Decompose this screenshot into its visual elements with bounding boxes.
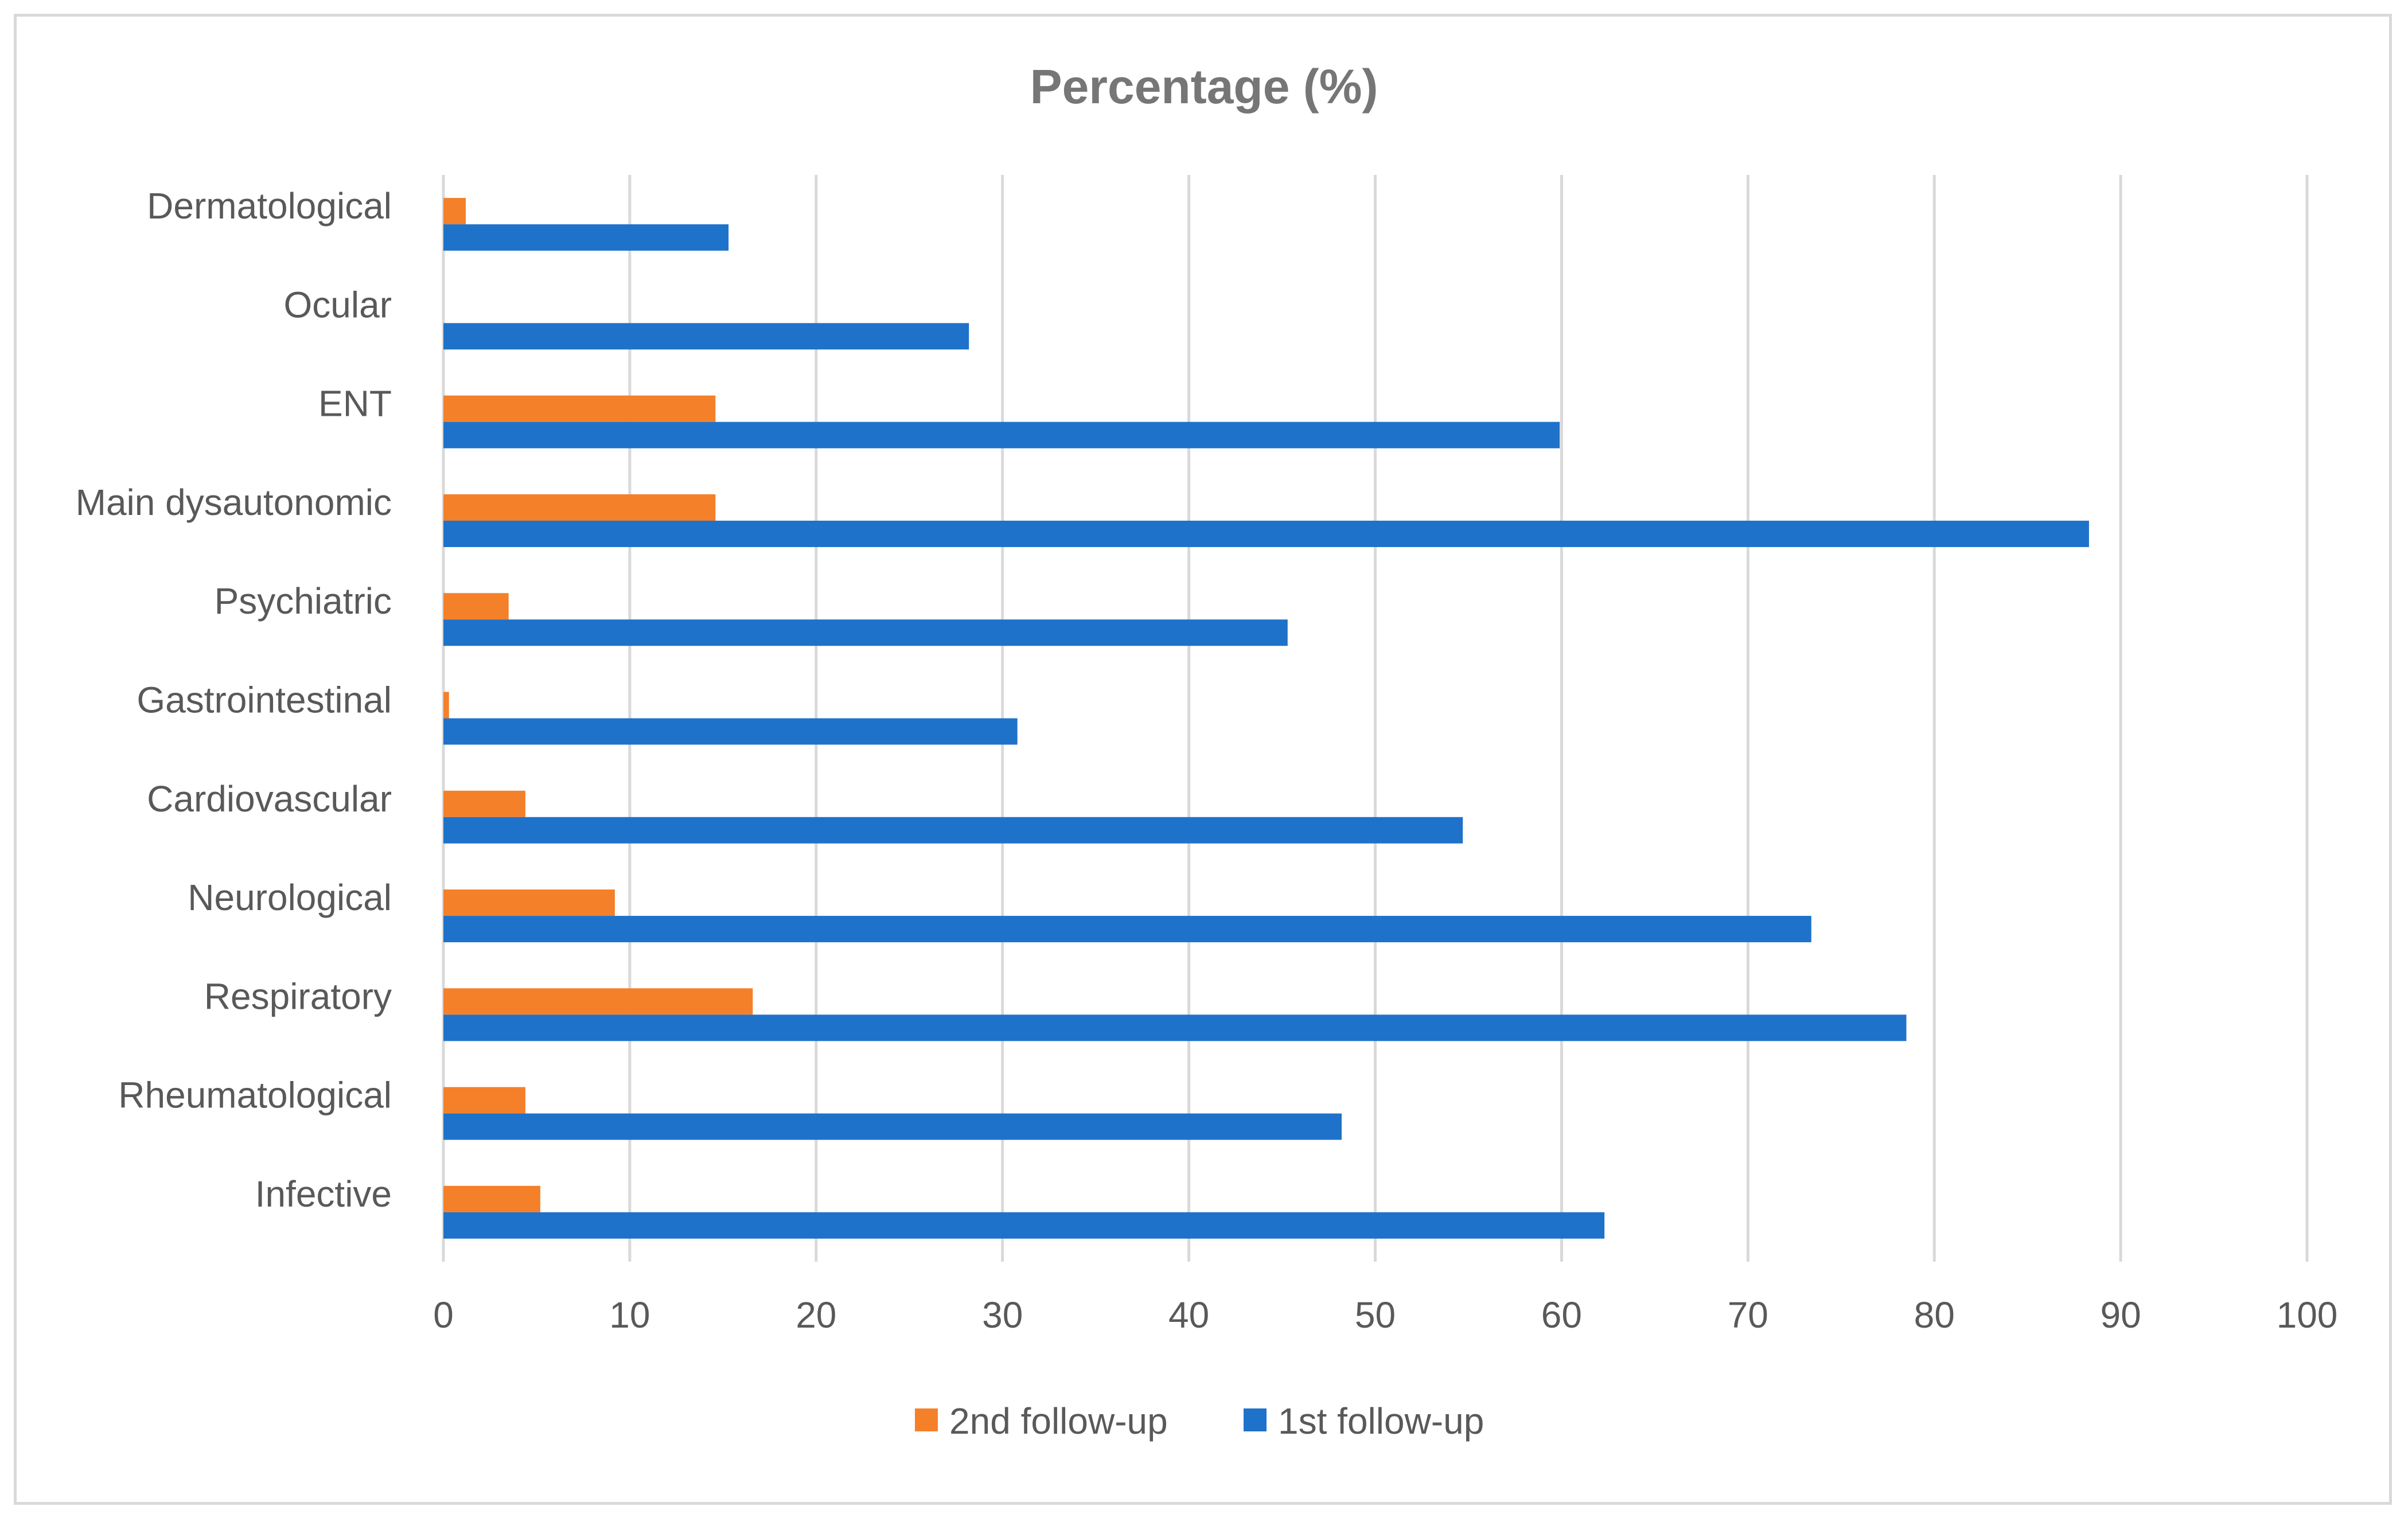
bar-2nd-follow-up bbox=[443, 988, 753, 1015]
bar-2nd-follow-up bbox=[443, 1185, 540, 1212]
x-tick-label: 20 bbox=[796, 1294, 836, 1336]
category-label: Main dysautonomic bbox=[76, 482, 392, 523]
chart-title: Percentage (%) bbox=[1030, 60, 1378, 114]
x-tick-label: 90 bbox=[2101, 1294, 2141, 1336]
x-tick-label: 0 bbox=[433, 1294, 454, 1336]
bar-1st-follow-up bbox=[443, 323, 969, 350]
bar-1st-follow-up bbox=[443, 1014, 1907, 1041]
legend: 2nd follow-up 1st follow-up bbox=[915, 1400, 1484, 1442]
chart-frame bbox=[14, 14, 2392, 1505]
gridlines bbox=[442, 175, 2309, 1262]
bar-2nd-follow-up bbox=[443, 593, 509, 620]
x-tick-label: 40 bbox=[1168, 1294, 1209, 1336]
category-label: Infective bbox=[255, 1173, 392, 1215]
x-tick-label: 60 bbox=[1541, 1294, 1582, 1336]
category-label: Respiratory bbox=[204, 975, 392, 1017]
x-tick-label: 10 bbox=[609, 1294, 650, 1336]
bar-1st-follow-up bbox=[443, 520, 2089, 547]
bar-1st-follow-up bbox=[443, 619, 1288, 646]
bar-1st-follow-up bbox=[443, 718, 1018, 745]
bar-1st-follow-up bbox=[443, 224, 729, 251]
bar-2nd-follow-up bbox=[443, 198, 466, 225]
x-tick-label: 80 bbox=[1914, 1294, 1955, 1336]
legend-swatch-1st-follow-up bbox=[1244, 1408, 1267, 1431]
bars bbox=[443, 198, 2089, 1239]
bar-2nd-follow-up bbox=[443, 692, 449, 719]
x-tick-label: 100 bbox=[2277, 1294, 2338, 1336]
legend-label-2nd-follow-up: 2nd follow-up bbox=[949, 1400, 1168, 1442]
bar-2nd-follow-up bbox=[443, 889, 615, 916]
x-tick-label: 70 bbox=[1728, 1294, 1768, 1336]
category-label: Cardiovascular bbox=[147, 778, 392, 819]
bar-1st-follow-up bbox=[443, 1212, 1605, 1239]
category-label: Neurological bbox=[188, 877, 392, 918]
category-label: Dermatological bbox=[147, 185, 392, 227]
category-label: ENT bbox=[318, 383, 392, 424]
x-tick-label: 50 bbox=[1355, 1294, 1396, 1336]
category-label: Gastrointestinal bbox=[137, 680, 392, 721]
legend-swatch-2nd-follow-up bbox=[915, 1408, 938, 1431]
category-label: Rheumatological bbox=[118, 1075, 392, 1116]
x-tick-label: 30 bbox=[982, 1294, 1023, 1336]
bar-2nd-follow-up bbox=[443, 1087, 525, 1114]
category-label: Psychiatric bbox=[215, 580, 392, 622]
bar-2nd-follow-up bbox=[443, 790, 525, 817]
bar-1st-follow-up bbox=[443, 1113, 1342, 1140]
bar-1st-follow-up bbox=[443, 817, 1463, 844]
bar-2nd-follow-up bbox=[443, 395, 716, 422]
bar-1st-follow-up bbox=[443, 916, 1811, 943]
axes: 0 10 20 30 40 50 60 70 80 90 100 Dermatological Ocul… bbox=[76, 185, 2338, 1336]
bar-2nd-follow-up bbox=[443, 494, 716, 521]
legend-label-1st-follow-up: 1st follow-up bbox=[1278, 1400, 1484, 1442]
category-label: Ocular bbox=[284, 284, 392, 325]
bar-1st-follow-up bbox=[443, 422, 1560, 448]
